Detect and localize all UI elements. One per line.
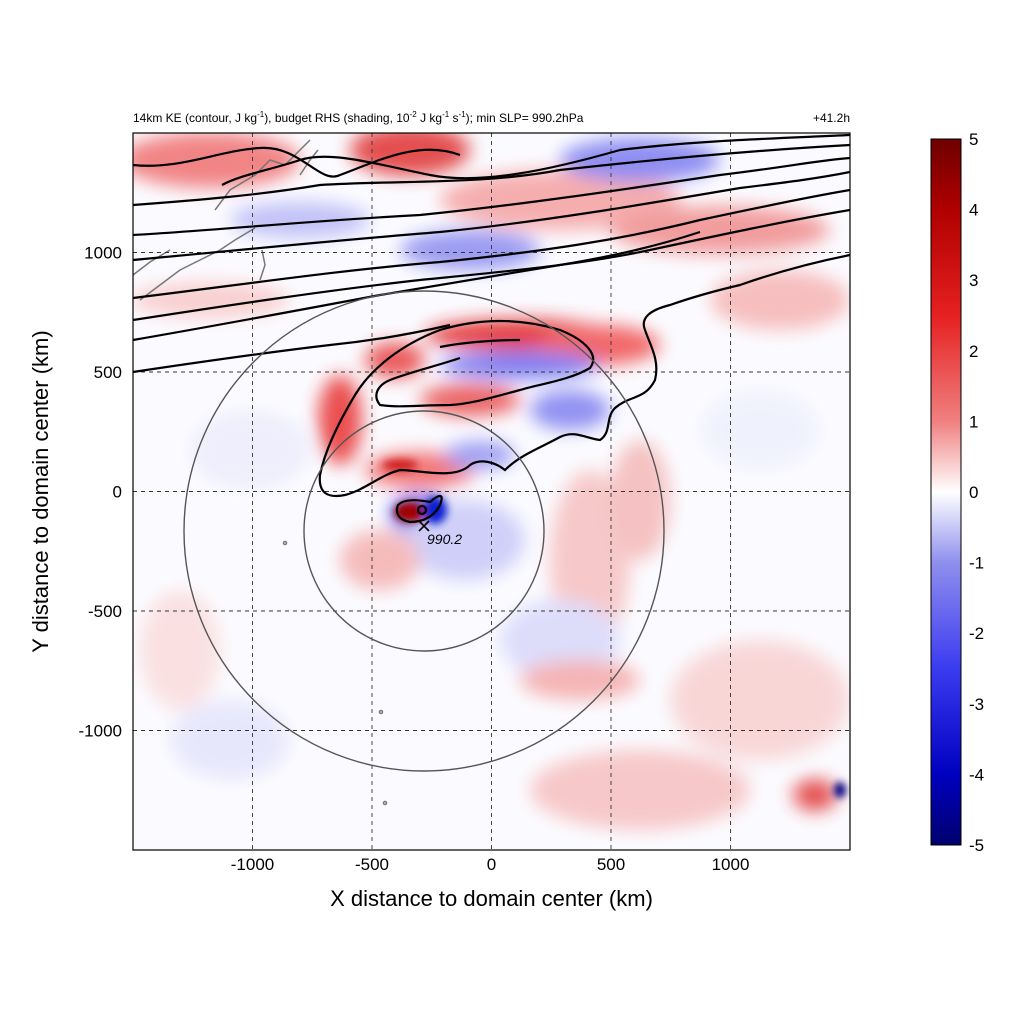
- colorbar-tick-label: 2: [969, 342, 978, 361]
- y-tick-label: -1000: [79, 722, 122, 741]
- colorbar-tick-label: 4: [969, 201, 978, 220]
- colorbar-tick-label: -1: [969, 554, 984, 573]
- x-axis: -1000 -500 0 500 1000: [231, 855, 750, 874]
- contour-line: [318, 319, 595, 498]
- colorbar-tick-label: -3: [969, 695, 984, 714]
- y-tick-label: 1000: [84, 244, 122, 263]
- x-tick-label: 0: [487, 855, 496, 874]
- ring-outer: [183, 290, 665, 772]
- colorbar-tick-label: 3: [969, 271, 978, 290]
- colorbar-tick-label: -2: [969, 624, 984, 643]
- contour-line: [133, 170, 850, 262]
- contour-line: [133, 230, 701, 342]
- min-slp-label: 990.2: [427, 531, 462, 547]
- x-tick-label: 500: [597, 855, 625, 874]
- min-slp-marker: 990.2: [418, 520, 462, 547]
- colorbar-tick-label: 5: [969, 130, 978, 149]
- x-tick-label: 1000: [712, 855, 750, 874]
- coastlines: [133, 139, 388, 806]
- y-tick-label: 0: [113, 483, 122, 502]
- y-axis: 1000 500 0 -500 -1000: [79, 244, 122, 741]
- y-tick-label: -500: [88, 602, 122, 621]
- y-tick-label: 500: [94, 363, 122, 382]
- contour-line: [133, 208, 850, 322]
- x-tick-label: -1000: [231, 855, 274, 874]
- contour-line: [439, 338, 521, 349]
- contour-line: [395, 494, 443, 524]
- colorbar-ticks: 5 4 3 2 1 0 -1 -2 -3 -4 -5: [969, 130, 984, 855]
- contour-line: [221, 133, 850, 186]
- contour-line: [416, 504, 428, 516]
- y-axis-label: Y distance to domain center (km): [28, 330, 53, 652]
- contour-line: [133, 156, 850, 237]
- colorbar-tick-label: 0: [969, 483, 978, 502]
- contour-line: [133, 143, 850, 207]
- contour-line: [469, 253, 850, 472]
- colorbar-gradient: [930, 138, 962, 846]
- plot-frame: [132, 132, 851, 851]
- x-tick-label: -500: [355, 855, 389, 874]
- colorbar-tick-label: -5: [969, 836, 984, 855]
- range-rings: [183, 290, 665, 772]
- chart-title: 14km KE (contour, J kg-1), budget RHS (s…: [133, 110, 584, 125]
- contour-line: [133, 323, 451, 374]
- colorbar-tick-label: -4: [969, 765, 984, 784]
- x-axis-label: X distance to domain center (km): [330, 886, 653, 911]
- ke-contours: [133, 133, 850, 524]
- ring-inner: [303, 410, 545, 652]
- contour-line: [133, 188, 850, 300]
- colorbar-tick-label: 1: [969, 412, 978, 431]
- chart-time-label: +41.2h: [813, 111, 850, 125]
- contour-line: [133, 146, 461, 178]
- colorbar: 5 4 3 2 1 0 -1 -2 -3 -4 -5: [930, 130, 984, 855]
